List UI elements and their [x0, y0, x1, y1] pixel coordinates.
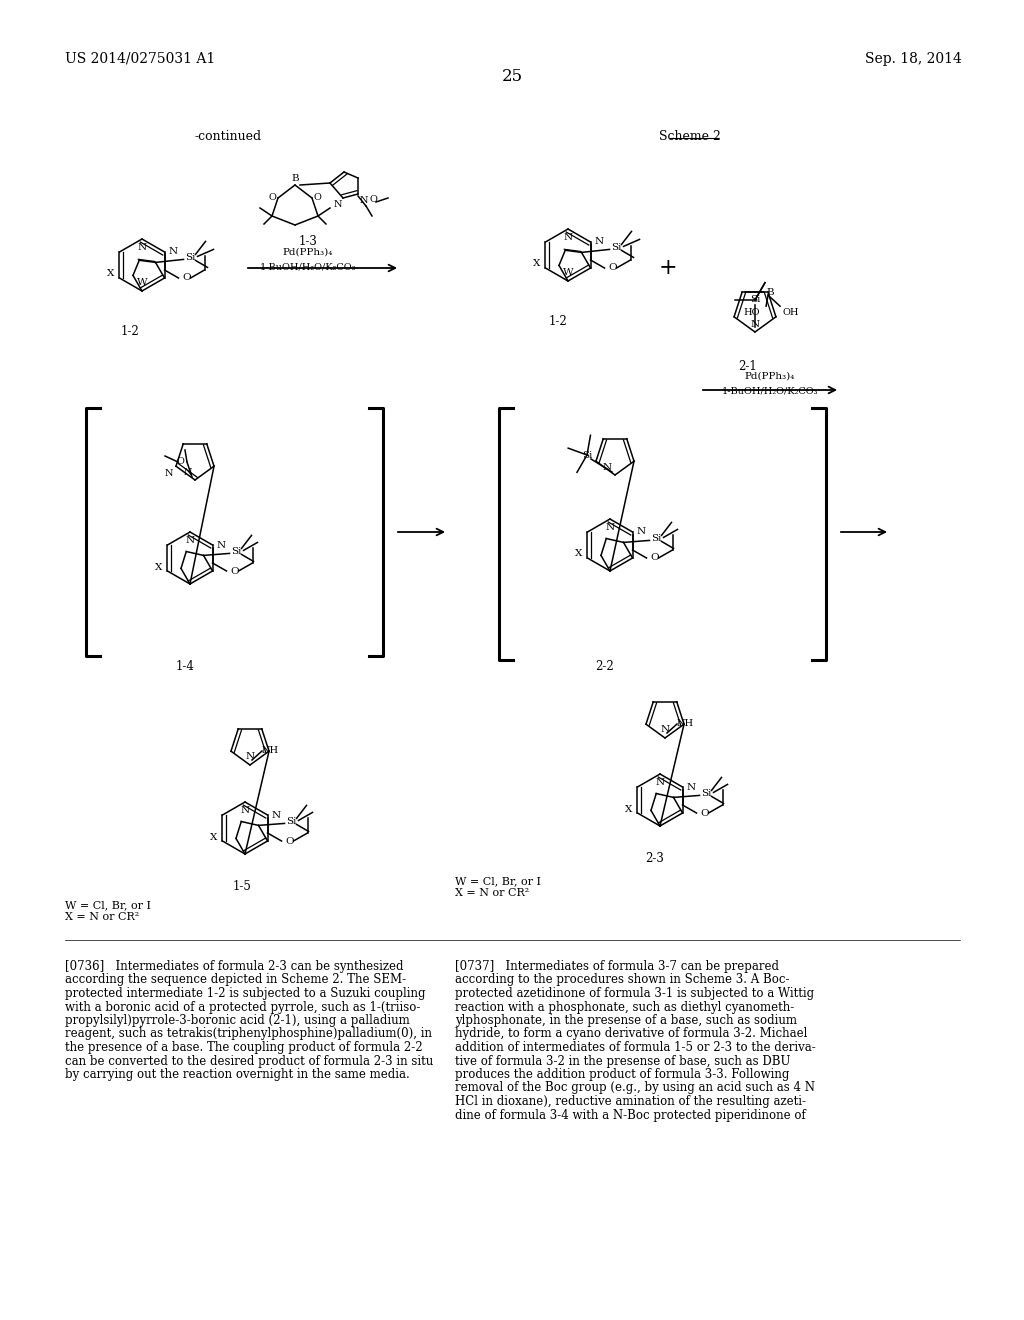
- Text: +: +: [658, 257, 677, 279]
- Text: W: W: [136, 279, 147, 286]
- Text: B: B: [291, 174, 299, 183]
- Text: NH: NH: [677, 719, 694, 729]
- Text: O: O: [182, 273, 191, 282]
- Text: HCl in dioxane), reductive amination of the resulting azeti-: HCl in dioxane), reductive amination of …: [455, 1096, 806, 1107]
- Text: O: O: [314, 194, 322, 202]
- Text: reagent, such as tetrakis(triphenylphosphine)palladium(0), in: reagent, such as tetrakis(triphenylphosp…: [65, 1027, 432, 1040]
- Text: 1-4: 1-4: [175, 660, 195, 673]
- Text: X: X: [534, 259, 541, 268]
- Text: [0736]   Intermediates of formula 2-3 can be synthesized: [0736] Intermediates of formula 2-3 can …: [65, 960, 403, 973]
- Text: N: N: [246, 752, 255, 762]
- Text: N: N: [360, 195, 369, 205]
- Text: O: O: [369, 195, 377, 205]
- Text: O: O: [608, 264, 617, 272]
- Text: 2-1: 2-1: [738, 360, 758, 374]
- Text: N: N: [603, 463, 612, 473]
- Text: N: N: [686, 783, 695, 792]
- Text: removal of the Boc group (e.g., by using an acid such as 4 N: removal of the Boc group (e.g., by using…: [455, 1081, 815, 1094]
- Text: O: O: [230, 566, 240, 576]
- Text: dine of formula 3-4 with a N-Boc protected piperidinone of: dine of formula 3-4 with a N-Boc protect…: [455, 1109, 806, 1122]
- Text: OH: OH: [782, 308, 799, 317]
- Text: the presence of a base. The coupling product of formula 2-2: the presence of a base. The coupling pro…: [65, 1041, 423, 1053]
- Text: Si: Si: [750, 296, 760, 305]
- Text: Pd(PPh₃)₄: Pd(PPh₃)₄: [283, 248, 333, 257]
- Text: N: N: [334, 201, 342, 209]
- Text: Si: Si: [611, 243, 622, 252]
- Text: Si: Si: [582, 450, 592, 459]
- Text: Si: Si: [701, 789, 712, 797]
- Text: -continued: -continued: [195, 129, 261, 143]
- Text: X: X: [625, 804, 633, 813]
- Text: X: X: [155, 562, 163, 572]
- Text: W = Cl, Br, or I
X = N or CR²: W = Cl, Br, or I X = N or CR²: [65, 900, 151, 921]
- Text: 2-3: 2-3: [645, 851, 665, 865]
- Text: N: N: [751, 319, 760, 329]
- Text: O: O: [176, 458, 184, 466]
- Text: X: X: [210, 833, 217, 842]
- Text: Sep. 18, 2014: Sep. 18, 2014: [865, 51, 962, 66]
- Text: addition of intermediates of formula 1-5 or 2-3 to the deriva-: addition of intermediates of formula 1-5…: [455, 1041, 816, 1053]
- Text: X: X: [108, 268, 115, 277]
- Text: by carrying out the reaction overnight in the same media.: by carrying out the reaction overnight i…: [65, 1068, 410, 1081]
- Text: N: N: [183, 469, 193, 477]
- Text: propylsilyl)pyrrole-3-boronic acid (2-1), using a palladium: propylsilyl)pyrrole-3-boronic acid (2-1)…: [65, 1014, 410, 1027]
- Text: 1-3: 1-3: [299, 235, 317, 248]
- Text: N: N: [169, 248, 177, 256]
- Text: X: X: [575, 549, 583, 558]
- Text: reaction with a phosphonate, such as diethyl cyanometh-: reaction with a phosphonate, such as die…: [455, 1001, 795, 1014]
- Text: Si: Si: [287, 817, 297, 826]
- Text: with a boronic acid of a protected pyrrole, such as 1-(triiso-: with a boronic acid of a protected pyrro…: [65, 1001, 421, 1014]
- Text: N: N: [637, 528, 646, 536]
- Text: O: O: [268, 194, 276, 202]
- Text: 1-BuOH/H₂O/K₂CO₃: 1-BuOH/H₂O/K₂CO₃: [260, 261, 356, 271]
- Text: ylphosphonate, in the presense of a base, such as sodium: ylphosphonate, in the presense of a base…: [455, 1014, 797, 1027]
- Text: protected intermediate 1-2 is subjected to a Suzuki coupling: protected intermediate 1-2 is subjected …: [65, 987, 426, 1001]
- Text: O: O: [650, 553, 659, 562]
- Text: NH: NH: [262, 746, 280, 755]
- Text: N: N: [271, 810, 281, 820]
- Text: Pd(PPh₃)₄: Pd(PPh₃)₄: [744, 372, 796, 381]
- Text: N: N: [563, 234, 572, 242]
- Text: N: N: [185, 536, 195, 545]
- Text: N: N: [241, 807, 250, 814]
- Text: 1-2: 1-2: [549, 315, 567, 327]
- Text: Si: Si: [651, 533, 662, 543]
- Text: 1-5: 1-5: [232, 880, 252, 894]
- Text: HO: HO: [743, 308, 760, 317]
- Text: N: N: [660, 725, 670, 734]
- Text: Si: Si: [185, 253, 196, 261]
- Text: B: B: [766, 288, 774, 297]
- Text: O: O: [700, 808, 710, 817]
- Text: O: O: [286, 837, 294, 846]
- Text: US 2014/0275031 A1: US 2014/0275031 A1: [65, 51, 215, 66]
- Text: can be converted to the desired product of formula 2-3 in situ: can be converted to the desired product …: [65, 1055, 433, 1068]
- Text: hydride, to form a cyano derivative of formula 3-2. Michael: hydride, to form a cyano derivative of f…: [455, 1027, 807, 1040]
- Text: 2-2: 2-2: [596, 660, 614, 673]
- Text: Scheme 2: Scheme 2: [659, 129, 721, 143]
- Text: produces the addition product of formula 3-3. Following: produces the addition product of formula…: [455, 1068, 790, 1081]
- Text: N: N: [605, 523, 614, 532]
- Text: according to the procedures shown in Scheme 3. A Boc-: according to the procedures shown in Sch…: [455, 974, 790, 986]
- Text: protected azetidinone of formula 3-1 is subjected to a Wittig: protected azetidinone of formula 3-1 is …: [455, 987, 814, 1001]
- Text: N: N: [165, 469, 173, 478]
- Text: 25: 25: [502, 69, 522, 84]
- Text: W = Cl, Br, or I
X = N or CR²: W = Cl, Br, or I X = N or CR²: [455, 876, 541, 898]
- Text: according the sequence depicted in Scheme 2. The SEM-: according the sequence depicted in Schem…: [65, 974, 407, 986]
- Text: Si: Si: [231, 546, 242, 556]
- Text: W: W: [562, 268, 573, 277]
- Text: tive of formula 3-2 in the presense of base, such as DBU: tive of formula 3-2 in the presense of b…: [455, 1055, 791, 1068]
- Text: [0737]   Intermediates of formula 3-7 can be prepared: [0737] Intermediates of formula 3-7 can …: [455, 960, 779, 973]
- Text: 1-BuOH/H₂O/K₂CO₃: 1-BuOH/H₂O/K₂CO₃: [722, 387, 818, 396]
- Text: 1-2: 1-2: [121, 325, 139, 338]
- Text: N: N: [216, 540, 225, 549]
- Text: N: N: [655, 777, 665, 787]
- Text: N: N: [595, 238, 603, 247]
- Text: N: N: [137, 243, 146, 252]
